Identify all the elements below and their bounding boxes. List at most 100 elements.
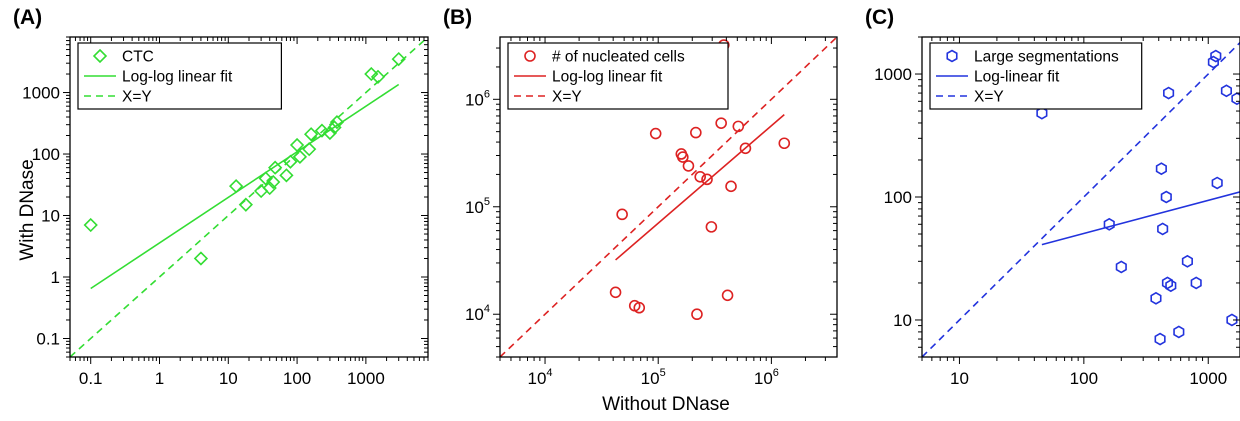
data-point — [1190, 276, 1202, 290]
y-tick-label: 100 — [884, 188, 912, 207]
data-point — [370, 69, 386, 84]
data-point — [1181, 254, 1193, 268]
data-point — [283, 154, 298, 169]
data-point — [1154, 332, 1166, 346]
x-tick-label: 10 — [219, 369, 238, 388]
legend-marker — [946, 49, 958, 63]
data-point — [701, 173, 713, 186]
x-tick-label: 105 — [641, 367, 666, 388]
legend-label: X=Y — [122, 89, 152, 106]
data-point — [268, 160, 283, 175]
data-point — [1150, 291, 1162, 305]
data-point — [266, 174, 281, 190]
data-point — [1165, 279, 1177, 293]
data-point — [633, 301, 646, 314]
legend-label: Log-log linear fit — [122, 69, 233, 86]
data-point — [329, 115, 345, 130]
identity-line — [922, 41, 1240, 357]
y-tick-label: 1000 — [22, 84, 60, 103]
y-tick-label: 105 — [465, 196, 490, 217]
data-point — [1220, 84, 1232, 98]
data-point — [1157, 222, 1169, 236]
y-tick-label: 104 — [465, 303, 490, 324]
legend: # of nucleated cells Log-log linear fit X=… — [507, 42, 729, 110]
data-point — [1226, 313, 1238, 327]
data-point — [279, 168, 294, 183]
data-point — [725, 180, 737, 193]
chart-panel-2: (B) 104 105 106 104 105 106 # of nucleated cell… — [443, 6, 838, 388]
data-point — [616, 208, 628, 221]
legend-label: X=Y — [974, 89, 1004, 106]
data-point — [289, 137, 305, 153]
data-point — [228, 179, 244, 194]
plot-data — [500, 37, 837, 357]
x-tick-label: 100 — [1070, 369, 1098, 388]
data-point — [778, 137, 791, 150]
panel-label: (B) — [443, 6, 472, 29]
legend-label: CTC — [122, 49, 154, 66]
data-point — [258, 171, 273, 186]
legend-label: X=Y — [552, 89, 582, 106]
data-point — [364, 66, 379, 82]
y-axis-title: With DNase — [17, 159, 38, 260]
plot-data — [70, 37, 428, 357]
x-tick-label: 104 — [528, 367, 553, 388]
data-point — [1207, 55, 1219, 69]
data-point — [1211, 176, 1223, 190]
fit-line — [1041, 191, 1240, 246]
chart-panel-1: (A) 0.1 1 10 100 1000 0.1 1 10 100 1000 CTC Log-log … — [13, 6, 429, 388]
data-point — [391, 51, 406, 67]
data-point — [649, 127, 662, 140]
legend-label: Log-log linear fit — [552, 69, 663, 86]
legend: Large segmentations Log-linear fit X=Y — [929, 42, 1143, 110]
panel-label: (A) — [13, 6, 42, 29]
data-point — [302, 142, 317, 157]
y-tick-label: 1 — [51, 268, 60, 287]
y-tick-label: 100 — [32, 145, 60, 164]
legend-label: # of nucleated cells — [552, 49, 685, 66]
legend-marker — [524, 50, 536, 62]
x-tick-label: 1000 — [347, 369, 385, 388]
data-point — [314, 123, 330, 138]
legend-marker — [92, 48, 108, 64]
identity-line — [500, 37, 837, 357]
data-point — [1210, 49, 1222, 63]
data-point — [705, 221, 718, 233]
data-point — [262, 180, 277, 196]
data-point — [721, 289, 734, 302]
data-point — [732, 120, 745, 133]
data-point — [303, 127, 319, 142]
data-point — [238, 197, 253, 212]
data-point — [1115, 260, 1127, 274]
data-point — [1036, 106, 1048, 120]
x-tick-label: 106 — [754, 367, 779, 388]
data-point — [691, 308, 703, 321]
identity-line — [70, 37, 428, 357]
legend: CTC Log-log linear fit X=Y — [77, 42, 282, 110]
fit-line — [90, 83, 400, 290]
plot-frame — [499, 36, 838, 358]
x-tick-label: 10 — [950, 369, 969, 388]
data-point — [682, 160, 695, 172]
panel-label: (C) — [865, 6, 894, 29]
x-tick-label: 100 — [283, 369, 311, 388]
data-point — [1103, 217, 1115, 231]
y-tick-label: 10 — [893, 311, 912, 330]
x-tick-label: 1 — [155, 369, 164, 388]
data-point — [694, 171, 707, 183]
y-tick-label: 1000 — [874, 65, 912, 84]
data-point — [715, 117, 727, 129]
data-point — [1160, 190, 1172, 204]
data-point — [609, 286, 622, 299]
data-point — [677, 151, 689, 163]
legend-label: Log-linear fit — [974, 69, 1060, 86]
x-tick-label: 0.1 — [79, 369, 103, 388]
data-point — [1231, 92, 1240, 106]
plot-data — [922, 41, 1240, 357]
data-point — [1155, 162, 1167, 176]
legend-label: Large segmentations — [974, 49, 1119, 66]
chart-panel-3: (C) 10 100 1000 10 100 1000 Large segmentations… — [865, 6, 1240, 388]
fit-line — [615, 114, 785, 261]
x-axis-title: Without DNase — [602, 394, 730, 415]
